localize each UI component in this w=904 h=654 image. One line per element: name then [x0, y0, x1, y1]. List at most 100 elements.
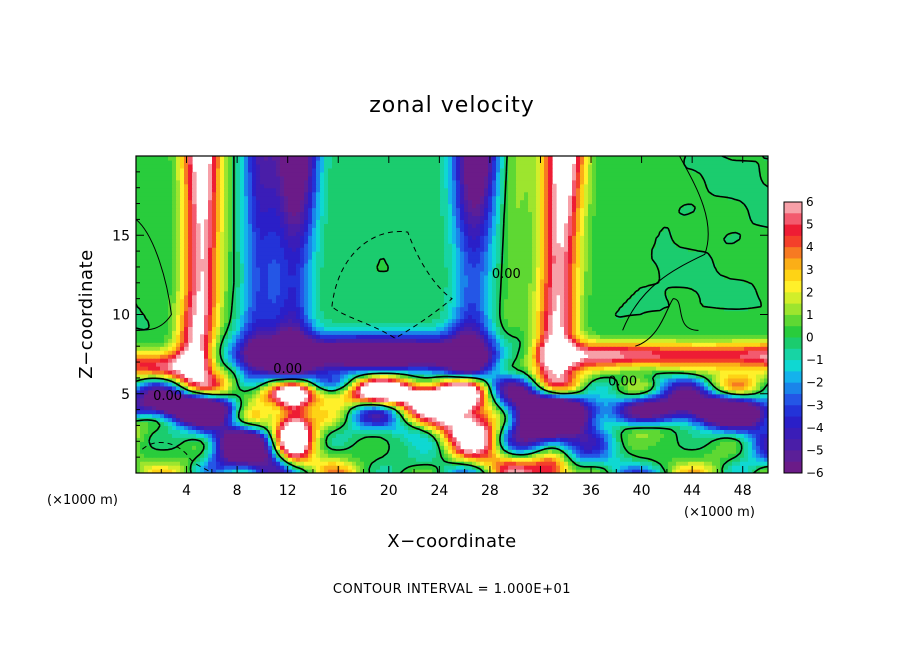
field-cell	[260, 433, 265, 438]
field-cell	[672, 354, 677, 359]
field-cell	[692, 405, 697, 411]
field-cell	[432, 421, 437, 427]
field-cell	[136, 389, 141, 395]
field-cell	[552, 401, 557, 407]
field-cell	[712, 425, 717, 431]
field-cell	[352, 433, 357, 438]
field-cell	[656, 358, 661, 363]
field-cell	[528, 433, 533, 438]
field-cell	[144, 425, 149, 431]
field-cell	[636, 413, 641, 419]
field-cell	[308, 421, 313, 427]
field-cell	[404, 453, 409, 458]
field-cell	[604, 354, 609, 359]
field-cell	[252, 449, 257, 454]
field-cell	[640, 429, 645, 434]
field-cell	[700, 421, 705, 427]
field-cell	[660, 362, 665, 367]
field-cell	[268, 437, 273, 442]
field-cell	[392, 429, 397, 434]
field-cell	[396, 445, 401, 450]
field-cell	[604, 350, 609, 355]
field-cell	[392, 366, 397, 371]
field-cell	[160, 334, 165, 339]
field-cell	[556, 453, 561, 458]
field-cell	[704, 393, 709, 399]
field-cell	[676, 405, 681, 411]
field-cell	[228, 413, 233, 419]
field-cell	[204, 445, 209, 450]
field-cell	[172, 393, 177, 399]
field-cell	[632, 385, 637, 391]
field-cell	[516, 433, 521, 438]
field-cell	[612, 469, 617, 473]
field-cell	[732, 429, 737, 434]
field-cell	[360, 405, 365, 411]
field-cell	[568, 393, 573, 399]
field-cell	[220, 385, 225, 391]
field-cell	[436, 338, 441, 343]
field-cell	[728, 453, 733, 458]
field-cell	[264, 437, 269, 442]
field-cell	[312, 385, 317, 391]
field-cell	[136, 449, 141, 454]
field-cell	[204, 449, 209, 454]
field-cell	[624, 417, 629, 423]
field-cell	[196, 469, 201, 473]
field-cell	[596, 377, 601, 383]
field-cell	[556, 461, 561, 466]
field-cell	[764, 445, 768, 450]
field-cell	[516, 358, 521, 363]
field-cell	[576, 373, 581, 379]
field-cell	[544, 453, 549, 458]
field-cell	[728, 350, 733, 355]
field-cell	[364, 377, 369, 383]
field-cell	[344, 401, 349, 407]
field-cell	[232, 461, 237, 466]
field-cell	[436, 346, 441, 351]
field-cell	[684, 457, 689, 462]
field-cell	[604, 381, 609, 387]
field-cell	[616, 445, 621, 450]
field-cell	[160, 377, 165, 383]
field-cell	[592, 366, 597, 371]
field-cell	[384, 366, 389, 371]
field-cell	[336, 393, 341, 399]
field-cell	[764, 377, 768, 383]
field-cell	[328, 401, 333, 407]
field-cell	[308, 417, 313, 423]
field-cell	[384, 417, 389, 423]
field-cell	[248, 469, 253, 473]
field-cell	[604, 437, 609, 442]
field-cell	[336, 346, 341, 351]
field-cell	[308, 465, 313, 470]
field-cell	[136, 445, 141, 450]
field-cell	[736, 433, 741, 438]
field-cell	[592, 369, 597, 375]
field-cell	[144, 354, 149, 359]
field-cell	[724, 469, 729, 473]
field-cell	[336, 453, 341, 458]
field-cell	[480, 342, 485, 347]
field-cell	[344, 350, 349, 355]
field-cell	[684, 354, 689, 359]
field-cell	[760, 397, 765, 403]
field-cell	[496, 385, 501, 391]
field-cell	[552, 377, 557, 383]
field-cell	[372, 413, 377, 419]
field-cell	[672, 469, 677, 473]
field-cell	[760, 433, 765, 438]
field-cell	[232, 465, 237, 470]
field-cell	[600, 401, 605, 407]
field-cell	[600, 338, 605, 343]
field-cell	[684, 409, 689, 415]
field-cell	[144, 389, 149, 395]
field-cell	[764, 366, 768, 371]
field-cell	[420, 362, 425, 367]
field-cell	[372, 354, 377, 359]
field-cell	[636, 350, 641, 355]
field-cell	[512, 338, 517, 343]
field-cell	[696, 469, 701, 473]
field-cell	[644, 401, 649, 407]
field-cell	[180, 350, 185, 355]
